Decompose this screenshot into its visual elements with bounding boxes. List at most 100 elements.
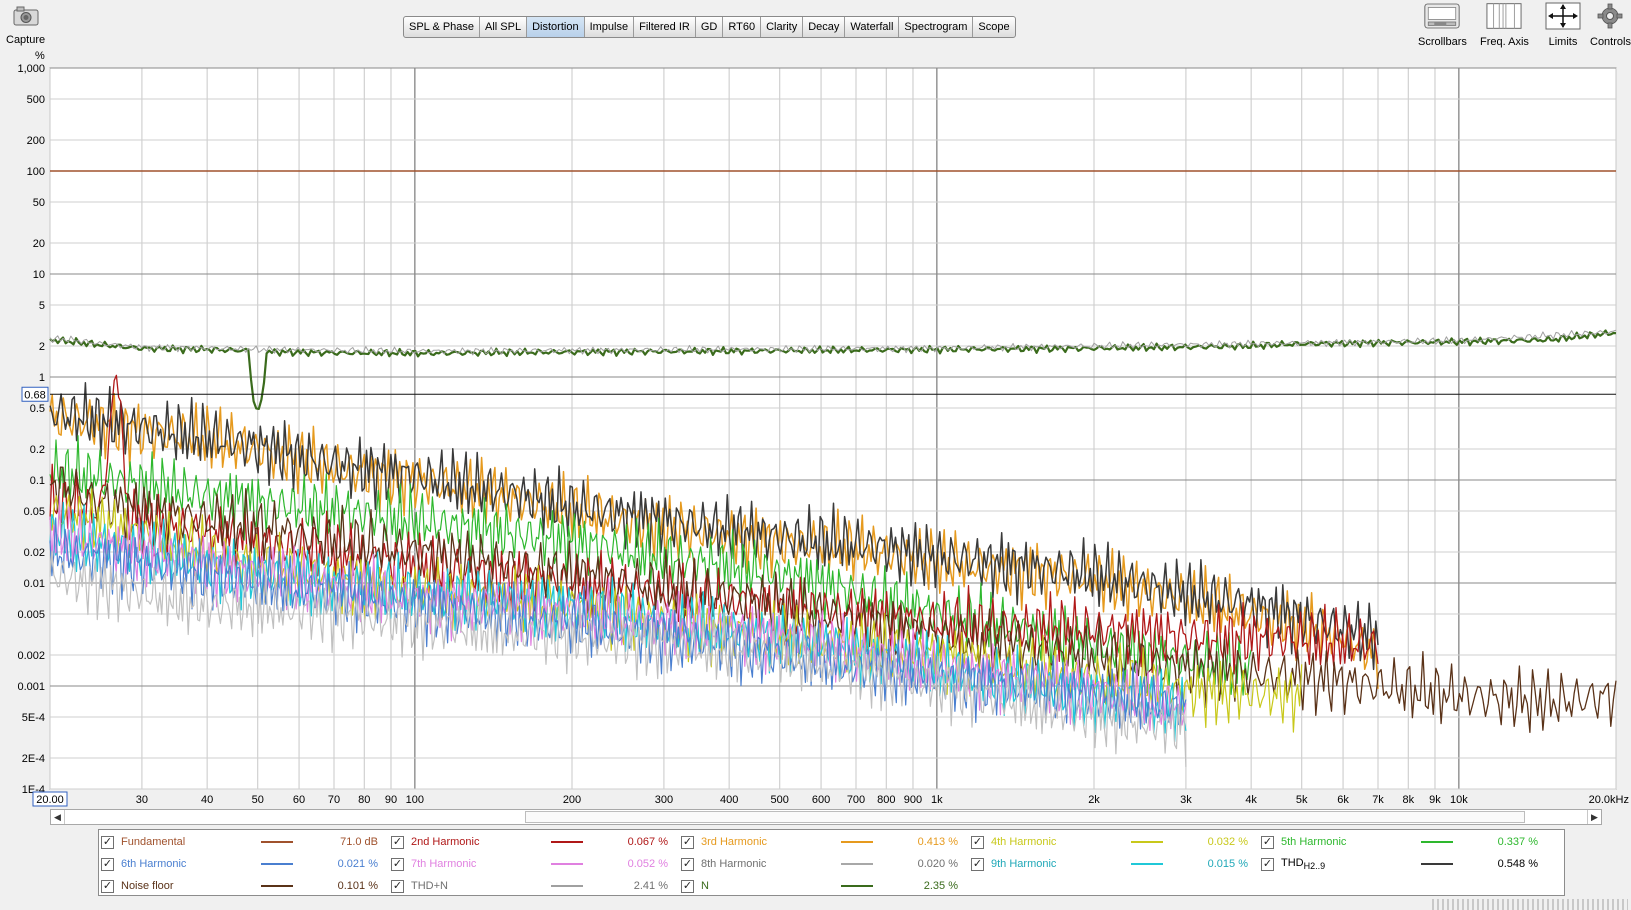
capture-button[interactable]: Capture bbox=[6, 2, 45, 46]
x-tick-label: 90 bbox=[385, 794, 397, 806]
y-tick-label: 500 bbox=[27, 94, 45, 106]
tab-decay[interactable]: Decay bbox=[803, 17, 846, 37]
legend-swatch bbox=[1131, 841, 1163, 843]
legend-item-9th-harmonic: ✓ 9th Harmonic 0.015 % bbox=[971, 854, 1248, 874]
legend-checkbox[interactable]: ✓ bbox=[101, 879, 114, 893]
scrollbar-thumb[interactable] bbox=[525, 811, 1525, 823]
legend-label: 4th Harmonic bbox=[991, 836, 1131, 848]
x-tick-label: 6k bbox=[1337, 794, 1349, 806]
limits-button[interactable]: Limits bbox=[1545, 2, 1581, 48]
y-tick-label: 2E-4 bbox=[22, 753, 45, 765]
legend-label: Fundamental bbox=[121, 836, 261, 848]
legend-checkbox[interactable]: ✓ bbox=[681, 857, 694, 871]
legend-item-thd-n: ✓ THD+N 2.41 % bbox=[391, 876, 668, 896]
freq-axis-icon bbox=[1486, 2, 1522, 30]
legend-label: 6th Harmonic bbox=[121, 858, 261, 870]
y-tick-label: 0.001 bbox=[17, 681, 45, 693]
x-start-value: 20.00 bbox=[36, 794, 64, 806]
tab-filtered-ir[interactable]: Filtered IR bbox=[634, 17, 696, 37]
axis-labels: 1,000 500 200 100 50 20 10 5 2 1 0.5 0.2 0.1 0.05 0.02… bbox=[17, 63, 1629, 807]
legend-name: 2nd Harmonic bbox=[411, 836, 480, 848]
legend-checkbox[interactable]: ✓ bbox=[391, 857, 404, 871]
legend-swatch bbox=[1421, 841, 1453, 843]
legend-checkbox[interactable]: ✓ bbox=[1261, 857, 1274, 871]
legend-value: 0.032 % bbox=[1207, 836, 1248, 848]
x-tick-label: 80 bbox=[358, 794, 370, 806]
x-tick-label: 100 bbox=[406, 794, 424, 806]
x-tick-label: 400 bbox=[720, 794, 738, 806]
horizontal-scrollbar[interactable]: ◀ ▶ bbox=[50, 809, 1602, 825]
legend-value: 2.35 % bbox=[923, 880, 958, 892]
legend-checkbox[interactable]: ✓ bbox=[971, 857, 984, 871]
legend-label: 5th Harmonic bbox=[1281, 836, 1421, 848]
legend-label: 8th Harmonic bbox=[701, 858, 841, 870]
x-start-box[interactable] bbox=[32, 791, 68, 807]
x-tick-label: 50 bbox=[252, 794, 264, 806]
x-tick-label: 900 bbox=[904, 794, 922, 806]
x-tick-label: 600 bbox=[812, 794, 830, 806]
y-tick-label: 100 bbox=[27, 166, 45, 178]
scroll-right-icon[interactable]: ▶ bbox=[1587, 810, 1601, 824]
legend-item-2nd-harmonic: ✓ 2nd Harmonic 0.067 % bbox=[391, 832, 668, 852]
tab-clarity[interactable]: Clarity bbox=[761, 17, 804, 37]
controls-label: Controls bbox=[1590, 36, 1631, 48]
x-tick-label: 10k bbox=[1450, 794, 1468, 806]
legend-swatch bbox=[261, 841, 293, 843]
y-tick-label: 0.002 bbox=[17, 650, 45, 662]
legend-swatch bbox=[261, 885, 293, 887]
legend-checkbox[interactable]: ✓ bbox=[101, 857, 114, 871]
legend-label: THDH2..9 bbox=[1281, 857, 1421, 871]
legend-name: 3rd Harmonic bbox=[701, 836, 768, 848]
cursor-value: 0.68 bbox=[24, 389, 45, 401]
cursor-value-box[interactable] bbox=[21, 386, 49, 402]
tab-scope[interactable]: Scope bbox=[978, 21, 1010, 33]
legend-swatch bbox=[551, 841, 583, 843]
legend-value: 2.41 % bbox=[633, 880, 668, 892]
scrollbars-icon bbox=[1424, 2, 1461, 30]
tab-all-spl[interactable]: All SPL bbox=[480, 17, 528, 37]
legend-checkbox[interactable]: ✓ bbox=[1261, 835, 1274, 849]
series-line-7th-harmonic bbox=[49, 495, 1187, 731]
legend-checkbox[interactable]: ✓ bbox=[681, 835, 694, 849]
scrollbars-button[interactable]: Scrollbars bbox=[1418, 2, 1467, 48]
legend-checkbox[interactable]: ✓ bbox=[681, 879, 694, 893]
tab-rt60[interactable]: RT60 bbox=[723, 17, 762, 37]
legend-checkbox[interactable]: ✓ bbox=[101, 835, 114, 849]
legend-item-8th-harmonic: ✓ 8th Harmonic 0.020 % bbox=[681, 854, 958, 874]
legend-checkbox[interactable]: ✓ bbox=[391, 835, 404, 849]
distortion-graph[interactable]: 0.68 1,000 500 200 100 50 20 10 5 2 1 0.5 0.2 0.1 0.0… bbox=[0, 60, 1631, 808]
tab-spl-phase[interactable]: SPL & Phase bbox=[404, 17, 481, 37]
cursor-line: 0.68 bbox=[21, 386, 1616, 402]
tab-spectrogram[interactable]: Spectrogram bbox=[899, 17, 974, 37]
y-tick-label: 1 bbox=[39, 372, 45, 384]
tab-impulse[interactable]: Impulse bbox=[585, 17, 635, 37]
legend-swatch bbox=[841, 841, 873, 843]
y-tick-label: 50 bbox=[33, 197, 45, 209]
legend-item-n: ✓ N 2.35 % bbox=[681, 876, 958, 896]
y-tick-label: 0.1 bbox=[30, 475, 45, 487]
resize-grip bbox=[1432, 899, 1628, 910]
legend-swatch bbox=[551, 863, 583, 865]
y-tick-label: 20 bbox=[33, 238, 45, 250]
legend-value: 0.015 % bbox=[1207, 858, 1248, 870]
legend-checkbox[interactable]: ✓ bbox=[971, 835, 984, 849]
legend-label: 2nd Harmonic bbox=[411, 836, 551, 848]
tab-distortion[interactable]: Distortion bbox=[527, 17, 585, 37]
tab-waterfall[interactable]: Waterfall bbox=[845, 17, 900, 37]
x-tick-label: 60 bbox=[293, 794, 305, 806]
legend-checkbox[interactable]: ✓ bbox=[391, 879, 404, 893]
x-tick-label: 300 bbox=[655, 794, 673, 806]
limits-label: Limits bbox=[1548, 36, 1578, 48]
series-line-noise-floor bbox=[49, 466, 1617, 733]
series-line-n bbox=[49, 329, 1617, 410]
series-line-8th-harmonic bbox=[49, 550, 1187, 768]
x-tick-label: 2k bbox=[1088, 794, 1100, 806]
legend-value: 0.413 % bbox=[917, 836, 958, 848]
freq-axis-button[interactable]: Freq. Axis bbox=[1480, 2, 1529, 48]
legend-swatch bbox=[551, 885, 583, 887]
x-tick-label: 3k bbox=[1180, 794, 1192, 806]
x-tick-label: 9k bbox=[1429, 794, 1441, 806]
scroll-left-icon[interactable]: ◀ bbox=[51, 810, 65, 824]
tab-gd[interactable]: GD bbox=[696, 17, 724, 37]
controls-button[interactable]: Controls bbox=[1590, 2, 1631, 48]
